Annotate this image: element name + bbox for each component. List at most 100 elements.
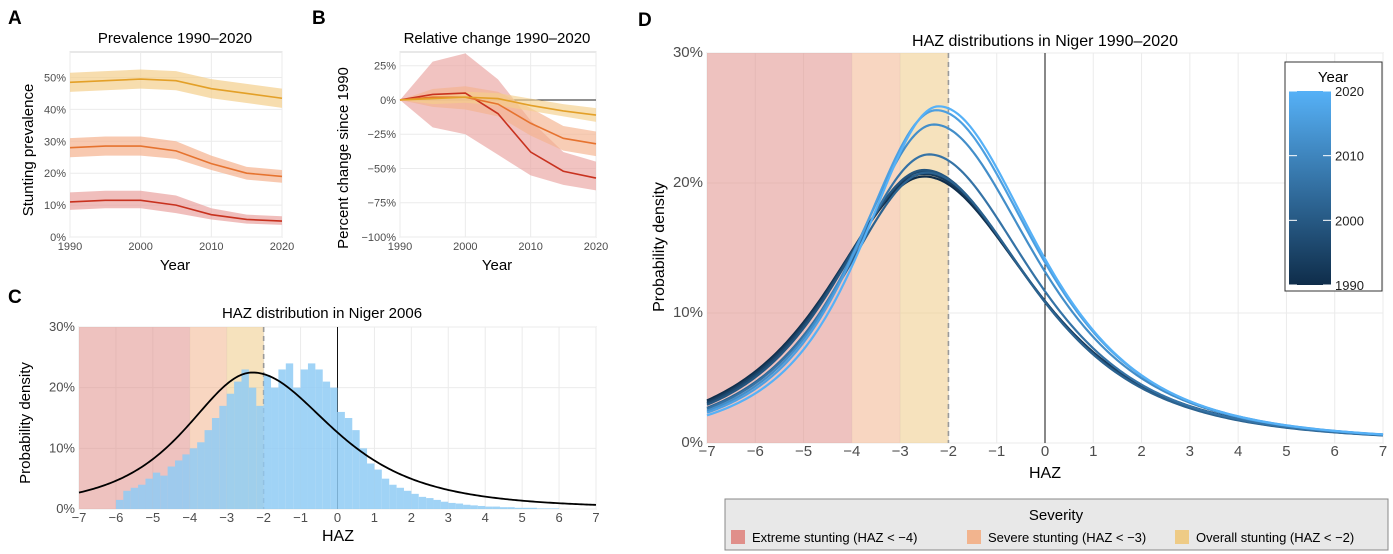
colorbar-gradient	[1289, 91, 1331, 285]
colorbar-tick-label: 1990	[1335, 278, 1364, 293]
panel-c-bar	[248, 387, 257, 509]
panel-b-line-extreme	[399, 92, 597, 179]
panel-c-plot: −7 −6 −5 −4 −3 −2 −1 0 1 2 3 4 5 6 7 0% 10% 20% 30%	[49, 319, 600, 525]
panel-c-bar	[374, 469, 382, 509]
panel-c-histogram	[115, 363, 560, 509]
legend-swatch-severe	[967, 530, 981, 544]
panel-c-bar	[344, 418, 353, 509]
panel-b: B Relative change 1990–2020 1990 2000 2010…	[312, 8, 608, 274]
panel-b-xtick-label: 2010	[518, 241, 542, 253]
panel-d-xtick-label: −7	[698, 443, 715, 460]
panel-d: D HAZ distributions in Niger 1990–2020 −…	[638, 10, 1387, 482]
panel-d-xtick-label: −6	[747, 443, 764, 460]
year-colorbar: Year 1990 2000 2010 2020	[1284, 61, 1383, 293]
panel-c-ytick-label: 20%	[49, 380, 75, 395]
panel-c-bar	[278, 369, 286, 509]
panel-c-xtick-label: 7	[592, 510, 599, 525]
panel-d-xtick-label: 7	[1379, 443, 1387, 460]
panel-c-bar	[182, 454, 190, 509]
panel-c-xtick-label: −3	[219, 510, 234, 525]
panel-d-xlabel: HAZ	[1029, 465, 1061, 482]
panel-c-bar	[477, 505, 486, 509]
panel-a-line-overall	[69, 78, 283, 100]
panel-a-ytick-label: 50%	[44, 73, 66, 85]
legend-item-extreme: Extreme stunting (HAZ < −4)	[731, 530, 917, 545]
panel-c-bar	[115, 499, 124, 509]
panel-a-xlabel: Year	[160, 257, 190, 274]
panel-d-xtick-label: 2	[1137, 443, 1145, 460]
panel-b-ylabel: Percent change since 1990	[335, 67, 352, 249]
panel-c-bar	[175, 460, 183, 509]
panel-b-line-overall	[399, 96, 597, 116]
panel-b-ytick-label: −75%	[368, 198, 397, 210]
panel-a-title: Prevalence 1990–2020	[98, 30, 252, 47]
panel-b-xlabel: Year	[482, 257, 512, 274]
panel-c-bar	[285, 363, 294, 509]
colorbar-ticks: 1990 2000 2010 2020	[1289, 84, 1364, 293]
legend-swatch-extreme	[731, 530, 745, 544]
panel-d-title: HAZ distributions in Niger 1990–2020	[912, 33, 1178, 50]
panel-b-title: Relative change 1990–2020	[404, 30, 591, 47]
panel-c-bar	[322, 381, 331, 509]
panel-c-bar	[403, 490, 412, 509]
panel-c-xtick-label: −6	[109, 510, 124, 525]
panel-c-xtick-label: 0	[334, 510, 341, 525]
panel-c-xtick-label: 5	[519, 510, 526, 525]
panel-c-bar	[470, 505, 478, 509]
panel-c-xtick-label: −2	[256, 510, 271, 525]
panel-c-bar	[211, 418, 220, 509]
panel-d-xtick-label: −5	[795, 443, 812, 460]
panel-c-bar	[529, 507, 537, 509]
colorbar-tick-label: 2020	[1335, 84, 1364, 99]
panel-c-tick-labels: −7 −6 −5 −4 −3 −2 −1 0 1 2 3 4 5 6 7 0% 10% 20% 30%	[49, 319, 600, 525]
panel-a-plot: 1990 2000 2010 2020 0% 10% 20% 30% 40% 50%	[44, 51, 294, 253]
panel-d-curve-2020	[706, 105, 1384, 436]
panel-d-band-extreme	[707, 53, 852, 443]
panel-c-bar	[197, 442, 205, 509]
panel-c-bar	[492, 506, 500, 509]
panel-c-bar	[389, 484, 397, 509]
panel-a-xtick-label: 1990	[58, 241, 82, 253]
panel-b-tag: B	[312, 8, 326, 29]
panel-d-xtick-label: −2	[940, 443, 957, 460]
panel-c-bar	[152, 472, 161, 509]
panel-a-line-severe	[69, 145, 283, 178]
panel-c-bar	[300, 369, 308, 509]
panel-c-bar	[522, 507, 530, 509]
panel-c-bar	[123, 490, 131, 509]
panel-c-bar	[145, 478, 153, 509]
panel-c-bar	[138, 484, 146, 509]
panel-c-bar	[263, 375, 272, 509]
panel-c-xtick-label: 4	[482, 510, 489, 525]
panel-c-bar	[167, 466, 176, 509]
panel-c-bar	[463, 504, 471, 509]
severity-legend: Severity Extreme stunting (HAZ < −4) Sev…	[724, 498, 1389, 551]
panel-d-curve-2006	[706, 153, 1384, 437]
legend-item-overall: Overall stunting (HAZ < −2)	[1175, 530, 1354, 545]
panel-c-bar	[330, 387, 338, 509]
panel-c-bar	[367, 463, 375, 509]
legend-label-severe: Severe stunting (HAZ < −3)	[988, 530, 1146, 545]
panel-c-xtick-label: 6	[555, 510, 562, 525]
panel-d-xtick-label: −1	[988, 443, 1005, 460]
panel-d-ytick-label: 30%	[673, 44, 703, 61]
panel-d-xtick-label: −3	[892, 443, 909, 460]
panel-c-bar	[381, 478, 390, 509]
legend-swatch-overall	[1175, 530, 1189, 544]
panel-c-bar	[256, 405, 264, 509]
panel-d-ytick-label: 20%	[673, 174, 703, 191]
panel-c-bar	[315, 369, 323, 509]
panel-d-plot: −7 −6 −5 −4 −3 −2 −1 0 1 2 3 4 5 6 7 0% 10% 20% 30%	[673, 44, 1387, 460]
panel-c-ytick-label: 10%	[49, 440, 75, 455]
panel-c-xtick-label: −4	[182, 510, 197, 525]
panel-c-bar	[337, 411, 345, 509]
colorbar-tick-label: 2000	[1335, 213, 1364, 228]
panel-a-tag: A	[8, 8, 22, 29]
legend-label-overall: Overall stunting (HAZ < −2)	[1196, 530, 1354, 545]
panel-c-bar	[396, 487, 404, 509]
panel-d-xtick-label: 4	[1234, 443, 1242, 460]
panel-b-ytick-label: −50%	[368, 163, 397, 175]
panel-a-xtick-label: 2000	[128, 241, 152, 253]
panel-d-tick-labels: −7 −6 −5 −4 −3 −2 −1 0 1 2 3 4 5 6 7 0% 10% 20% 30%	[673, 44, 1387, 460]
